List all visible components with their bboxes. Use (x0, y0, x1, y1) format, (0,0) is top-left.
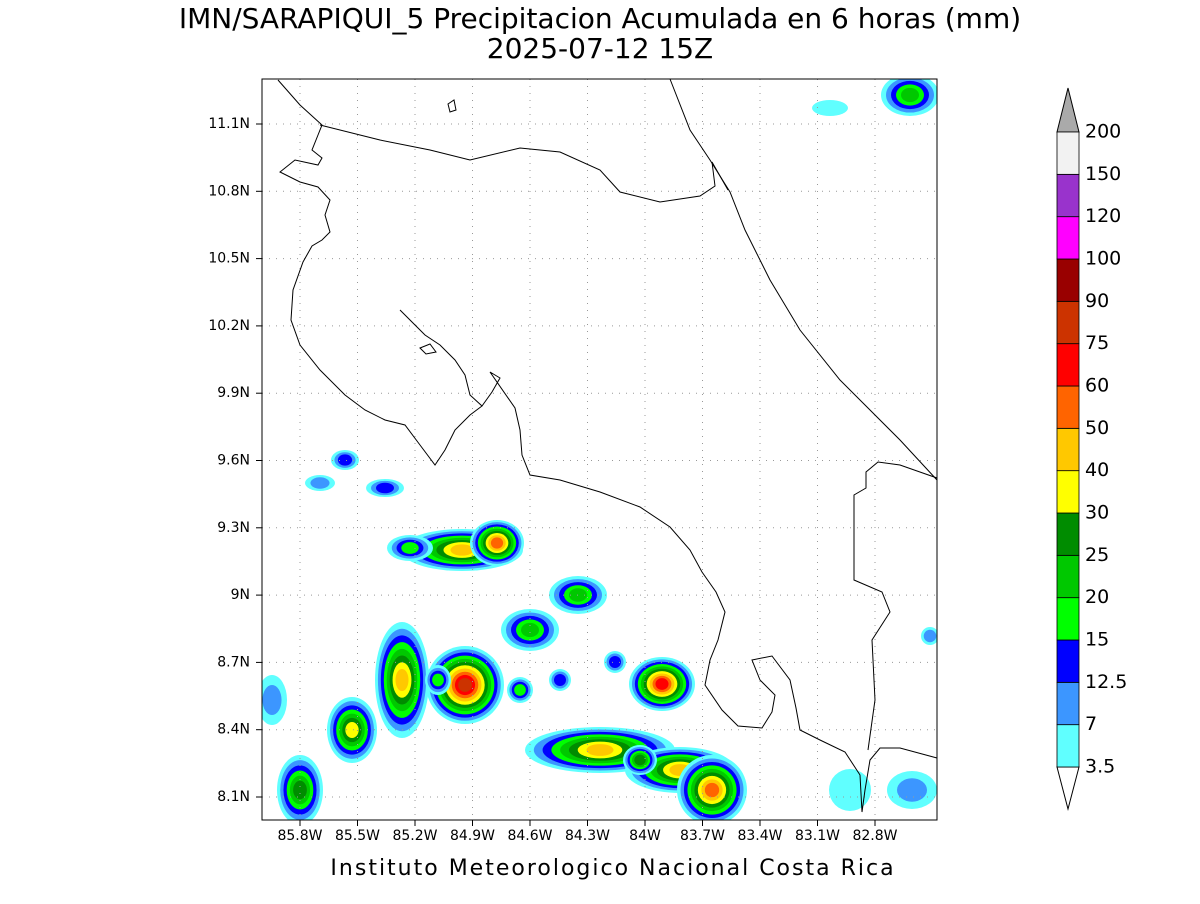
precip-contour (514, 684, 526, 696)
precip-contour (586, 744, 614, 756)
gulf-coast (481, 371, 938, 813)
precip-contour (521, 622, 539, 638)
lat-label: 8.7N (217, 654, 250, 670)
colorbar-swatch (1056, 258, 1080, 302)
coastlines (277, 78, 938, 813)
colorbar-label: 3.5 (1085, 756, 1115, 778)
colorbar-swatch (1056, 724, 1080, 768)
precip-contour (655, 678, 669, 690)
colorbar-label: 40 (1085, 459, 1109, 481)
colorbar-label: 60 (1085, 375, 1109, 397)
title: IMN/SARAPIQUI_5 Precipitacion Acumulada … (179, 2, 1021, 35)
colorbar-label: 12.5 (1085, 671, 1127, 693)
colorbar-label: 50 (1085, 417, 1109, 439)
precip-contour (337, 454, 353, 466)
colorbar-swatch (1056, 597, 1080, 641)
colorbar-label: 120 (1085, 205, 1121, 227)
colorbar-label: 90 (1085, 290, 1109, 312)
colorbar-swatch (1056, 470, 1080, 514)
lat-label: 9.6N (217, 453, 250, 469)
precip-contour (901, 87, 919, 103)
precip-contour (923, 629, 937, 643)
colorbar-swatch (1056, 681, 1080, 726)
axis-labels: 85.8W 85.5W 85.2W 84.9W 84.6W 84.3W 84W 83.7W 83… (208, 116, 897, 844)
precip-contour (554, 674, 566, 686)
precip-contour (345, 722, 359, 738)
lon-label: 85.2W (392, 828, 437, 844)
precip-contour (490, 537, 504, 549)
colorbar-swatch (1056, 343, 1080, 387)
precip-contour (634, 754, 646, 766)
colorbar-swatch (1056, 427, 1080, 472)
subtitle: 2025-07-12 15Z (487, 32, 713, 65)
lat-label: 10.8N (208, 183, 250, 199)
lon-label: 84W (629, 828, 661, 844)
lat-label: 9N (231, 587, 250, 603)
lon-label: 83.1W (795, 828, 840, 844)
colorbar: 3.5 7 12.5 15 20 25 30 40 50 60 75 90 100 120 150 200 (1056, 87, 1127, 811)
lon-label: 85.5W (335, 828, 380, 844)
border-panama (853, 461, 938, 751)
precip-contour (401, 542, 419, 554)
lat-label: 8.1N (217, 789, 250, 805)
colorbar-label: 7 (1085, 713, 1097, 735)
lat-label: 9.3N (217, 520, 250, 536)
colorbar-label: 20 (1085, 586, 1109, 608)
colorbar-label: 15 (1085, 629, 1109, 651)
precipitation-field (262, 79, 937, 820)
precip-contour (293, 780, 307, 800)
precip-contour (450, 544, 474, 556)
colorbar-swatch (1056, 385, 1080, 429)
colorbar-swatch (1056, 512, 1080, 556)
precip-contour (897, 778, 927, 802)
precip-contour (262, 685, 282, 715)
lon-label: 84.3W (565, 828, 610, 844)
lat-label: 8.4N (217, 722, 250, 738)
precip-contour (458, 678, 472, 692)
precip-contour (395, 668, 409, 692)
colorbar-swatch (1056, 173, 1080, 218)
border-north (319, 124, 729, 203)
lat-label: 10.2N (208, 318, 250, 334)
colorbar-label: 30 (1085, 502, 1109, 524)
lat-label: 9.9N (217, 385, 250, 401)
pacific-coast (277, 79, 483, 466)
island-north (447, 99, 457, 113)
colorbar-label: 150 (1085, 163, 1121, 185)
precip-contour (432, 673, 444, 687)
colorbar-swatch (1056, 300, 1080, 345)
precip-contour (812, 100, 848, 116)
colorbar-label: 100 (1085, 248, 1121, 270)
precip-contour (704, 782, 720, 798)
caribbean-coast (669, 78, 938, 481)
lat-label: 11.1N (208, 116, 250, 132)
colorbar-swatch (1056, 216, 1080, 260)
colorbar-label: 200 (1085, 121, 1121, 143)
lon-label: 85.8W (277, 828, 322, 844)
colorbar-swatch (1056, 639, 1080, 683)
colorbar-label: 75 (1085, 332, 1109, 354)
colorbar-swatch (1056, 554, 1080, 599)
precip-contour (310, 477, 330, 489)
island (419, 343, 437, 355)
map-frame (261, 78, 938, 821)
grid (262, 79, 937, 820)
lon-label: 84.6W (507, 828, 552, 844)
lon-label: 82.8W (852, 828, 897, 844)
precip-contour (376, 482, 394, 494)
precip-contour (609, 656, 621, 668)
lat-label: 10.5N (208, 251, 250, 267)
lon-label: 84.9W (450, 828, 495, 844)
footer: Instituto Meteorologico Nacional Costa R… (330, 856, 895, 881)
colorbar-swatch (1056, 131, 1080, 175)
colorbar-label: 25 (1085, 544, 1109, 566)
lon-label: 83.7W (680, 828, 725, 844)
lon-label: 83.4W (737, 828, 782, 844)
